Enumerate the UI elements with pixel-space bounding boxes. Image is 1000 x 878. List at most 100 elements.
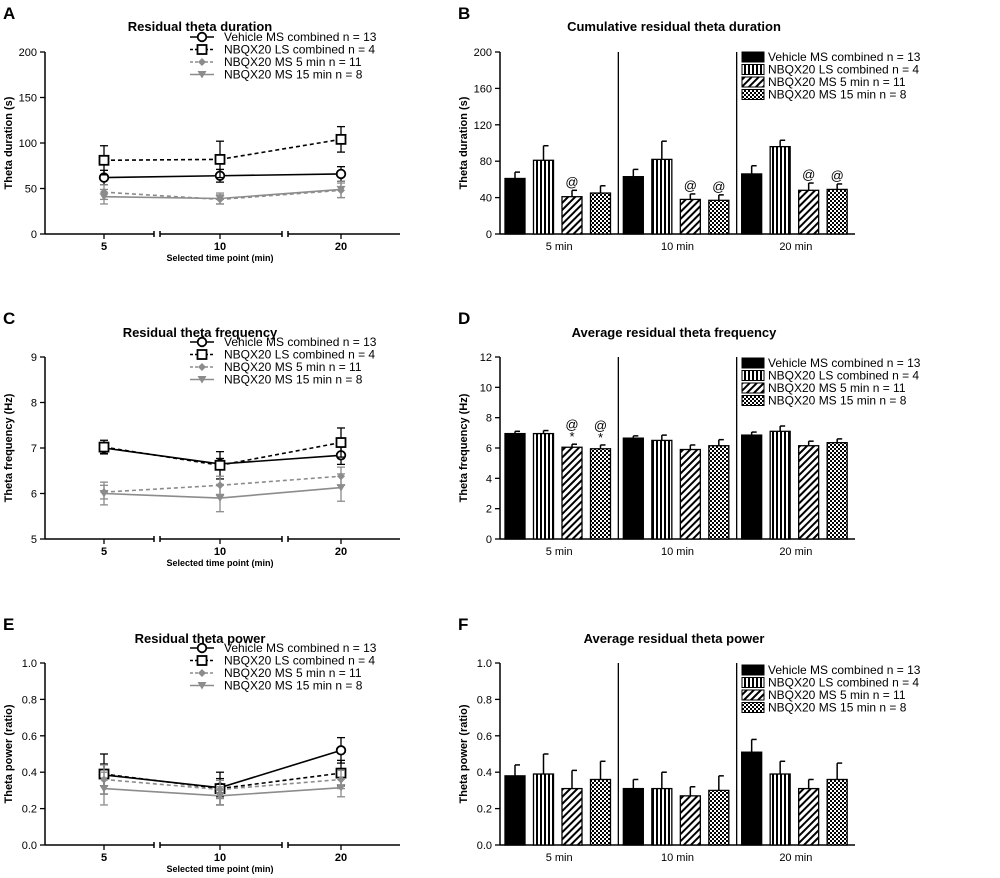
bar <box>798 189 820 235</box>
legend-entry: NBQX20 MS 15 min n = 8 <box>224 373 363 387</box>
significance-at: @ <box>565 174 578 189</box>
marker-diamond <box>198 363 206 371</box>
marker-circle <box>196 642 208 654</box>
marker-triangle <box>197 682 207 690</box>
y-tick-label: 200 <box>474 47 492 59</box>
line-chart-A: A Residual theta duration 0 50 100 150 200 Thet… <box>3 4 400 263</box>
significance-star: * <box>598 430 603 445</box>
series-line-segment <box>103 446 221 467</box>
y-tick-label: 160 <box>474 83 492 95</box>
y-tick-label: 0.2 <box>477 804 492 816</box>
legend-entry: Vehicle MS combined n = 13 <box>768 663 921 677</box>
legend-entry: Vehicle MS combined n = 13 <box>768 356 921 370</box>
y-tick-label: 200 <box>19 47 37 59</box>
legend-entry: NBQX20 LS combined n = 4 <box>224 348 375 362</box>
y-axis-title: Theta power (ratio) <box>3 704 15 803</box>
bar <box>708 445 730 540</box>
legend-entry: NBQX20 MS 5 min n = 11 <box>768 75 906 89</box>
x-group-label: 10 min <box>661 546 694 558</box>
legend-entry: Vehicle MS combined n = 13 <box>768 50 921 64</box>
y-axis-title: Theta frequency (Hz) <box>458 393 470 502</box>
y-tick-label: 0.4 <box>22 767 37 779</box>
y-tick-label: 40 <box>480 193 492 205</box>
y-tick-label: 2 <box>486 504 492 516</box>
x-tick-label: 10 <box>214 546 226 558</box>
marker-triangle <box>336 784 346 792</box>
significance-at: @ <box>831 168 844 183</box>
chart-title: Average residual theta frequency <box>572 325 777 340</box>
series-line-segment <box>219 138 342 161</box>
y-tick-label: 0.6 <box>477 731 492 743</box>
legend-entry: NBQX20 MS 15 min n = 8 <box>768 701 907 715</box>
y-tick-label: 0 <box>486 229 492 241</box>
series-line-segment <box>219 778 342 791</box>
y-tick-label: 1.0 <box>22 658 37 670</box>
line-chart-C: C Residual theta frequency 5 6 7 8 9 Theta freq… <box>3 309 400 568</box>
x-tick-label: 10 <box>214 241 226 253</box>
series-line-segment <box>219 786 342 797</box>
marker-square <box>196 655 208 666</box>
panel-letter: A <box>3 4 15 23</box>
marker-triangle <box>99 785 109 793</box>
chart-title: Residual theta frequency <box>123 325 278 340</box>
series-3 <box>99 771 346 806</box>
legend-entry: NBQX20 MS 15 min n = 8 <box>224 68 363 82</box>
bar <box>651 439 673 540</box>
line-chart-E: E Residual theta power 0.0 0.2 0.4 0.6 0.8 1.0 T… <box>3 615 400 874</box>
bar <box>622 176 644 235</box>
legend-swatch <box>741 689 765 701</box>
y-tick-label: 9 <box>31 352 37 364</box>
bar <box>826 778 848 846</box>
x-tick-label: 5 <box>101 546 107 558</box>
marker-triangle <box>215 494 225 503</box>
y-tick-label: 150 <box>19 93 37 105</box>
bar <box>741 434 763 540</box>
y-axis-title: Theta duration (s) <box>458 96 470 189</box>
x-tick-label: 20 <box>335 546 347 558</box>
panel-letter: B <box>458 4 470 23</box>
marker-triangle <box>197 376 207 384</box>
marker-circle <box>196 31 208 43</box>
series-line-segment <box>103 778 221 791</box>
bar <box>504 775 526 846</box>
bar <box>741 173 763 235</box>
y-tick-label: 6 <box>31 489 37 501</box>
chart-title: Residual theta duration <box>128 19 273 34</box>
legend-swatch <box>741 76 765 88</box>
bar <box>798 445 820 540</box>
series-1 <box>98 427 347 480</box>
panel-letter: C <box>3 309 15 328</box>
bar <box>679 795 701 846</box>
marker-triangle <box>336 484 346 492</box>
marker-triangle <box>99 193 109 201</box>
legend-entry: NBQX20 MS 15 min n = 8 <box>768 394 907 408</box>
chart-title: Residual theta power <box>135 631 266 646</box>
bar <box>561 446 583 540</box>
series-1 <box>98 125 347 179</box>
bar <box>532 432 555 540</box>
legend-swatch <box>741 51 765 63</box>
chart-title: Cumulative residual theta duration <box>567 19 781 34</box>
y-tick-label: 100 <box>19 138 37 150</box>
y-tick-label: 5 <box>31 534 37 546</box>
y-axis-title: Theta frequency (Hz) <box>3 393 15 502</box>
bar <box>679 448 701 540</box>
bar <box>561 196 583 235</box>
y-tick-label: 7 <box>31 443 37 455</box>
y-tick-label: 4 <box>486 473 492 485</box>
marker-square <box>214 153 226 165</box>
marker-triangle <box>197 71 207 79</box>
series-line-segment <box>219 188 342 200</box>
legend-swatch <box>741 89 765 100</box>
series-line-segment <box>103 773 221 790</box>
y-tick-label: 8 <box>486 413 492 425</box>
x-group-label: 20 min <box>779 241 812 253</box>
x-group-label: 5 min <box>546 852 573 864</box>
legend-entry: NBQX20 MS 5 min n = 11 <box>224 360 362 374</box>
marker-triangle <box>99 490 109 498</box>
bar-chart-B: B Cumulative residual theta duration 0 40 80… <box>458 4 921 253</box>
marker-square <box>196 44 208 55</box>
bar <box>532 773 555 846</box>
y-tick-label: 12 <box>480 352 492 364</box>
